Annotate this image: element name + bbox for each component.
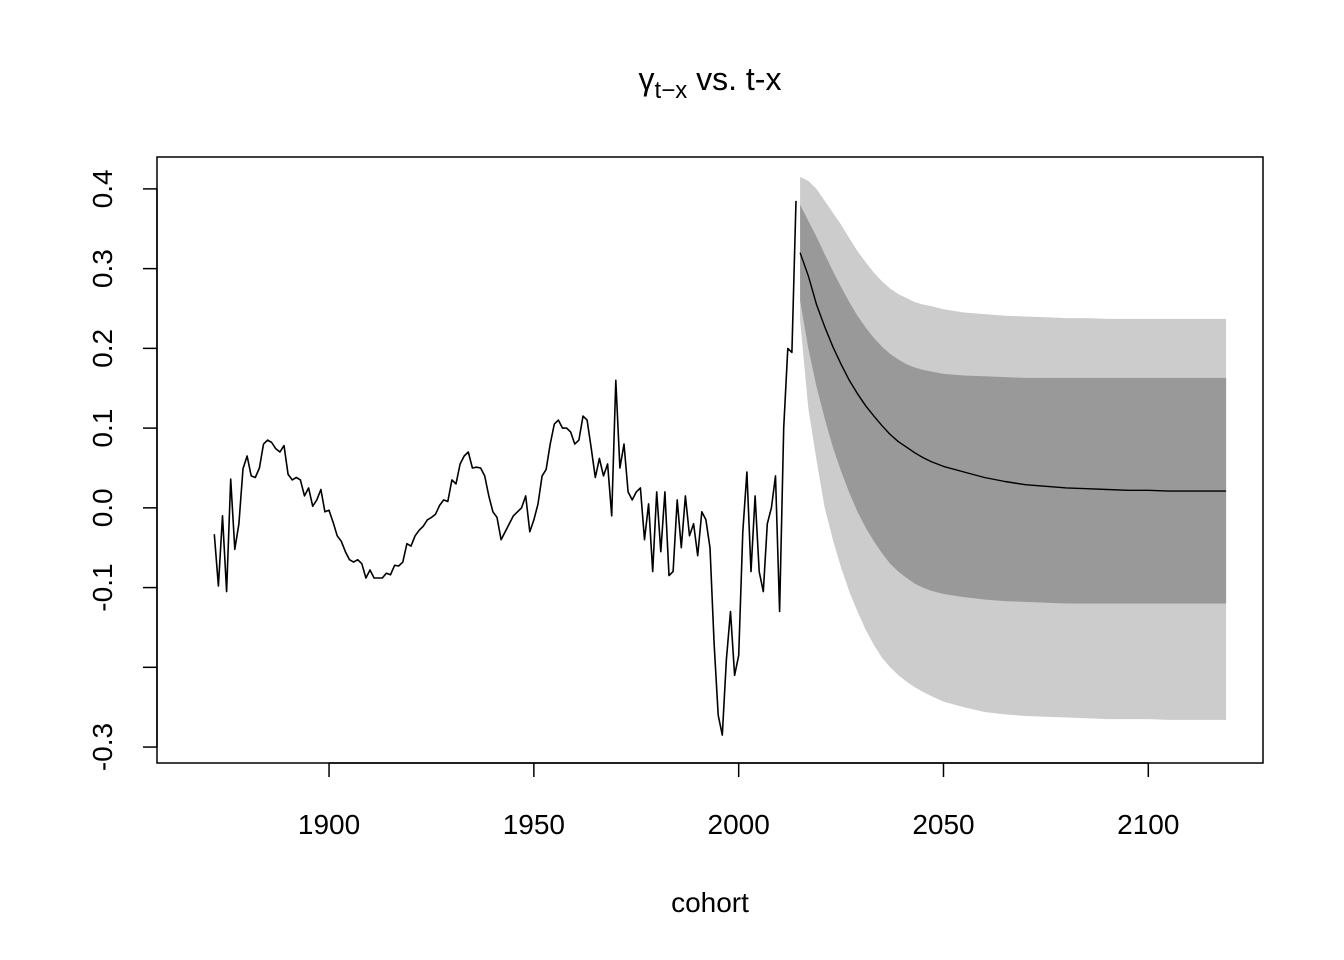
y-tick-label: -0.1 bbox=[87, 563, 118, 611]
y-tick-label: 0.2 bbox=[87, 329, 118, 368]
inner-interval-band bbox=[800, 204, 1227, 604]
y-tick-label: 0.4 bbox=[87, 169, 118, 208]
forecast-bands bbox=[800, 176, 1227, 720]
x-tick-label: 1950 bbox=[503, 809, 565, 840]
x-axis-title: cohort bbox=[671, 887, 749, 918]
x-tick-label: 2100 bbox=[1117, 809, 1179, 840]
series-lines bbox=[213, 200, 1227, 736]
x-tick-label: 2050 bbox=[912, 809, 974, 840]
y-tick-label: 0.3 bbox=[87, 249, 118, 288]
x-tick-label: 1900 bbox=[298, 809, 360, 840]
observed-line bbox=[213, 200, 797, 736]
forecast-mean-line bbox=[799, 252, 1227, 492]
x-tick-label: 2000 bbox=[708, 809, 770, 840]
y-tick-label: -0.3 bbox=[87, 723, 118, 771]
y-tick-label: 0.1 bbox=[87, 409, 118, 448]
chart-title: γt−x vs. t-x bbox=[639, 61, 782, 104]
y-axis: -0.3 -0.1 0.0 0.1 0.2 0.3 0.4 bbox=[87, 169, 158, 771]
x-axis: 1900 1950 2000 2050 2100 bbox=[298, 762, 1179, 840]
y-tick-label: 0.0 bbox=[87, 488, 118, 527]
